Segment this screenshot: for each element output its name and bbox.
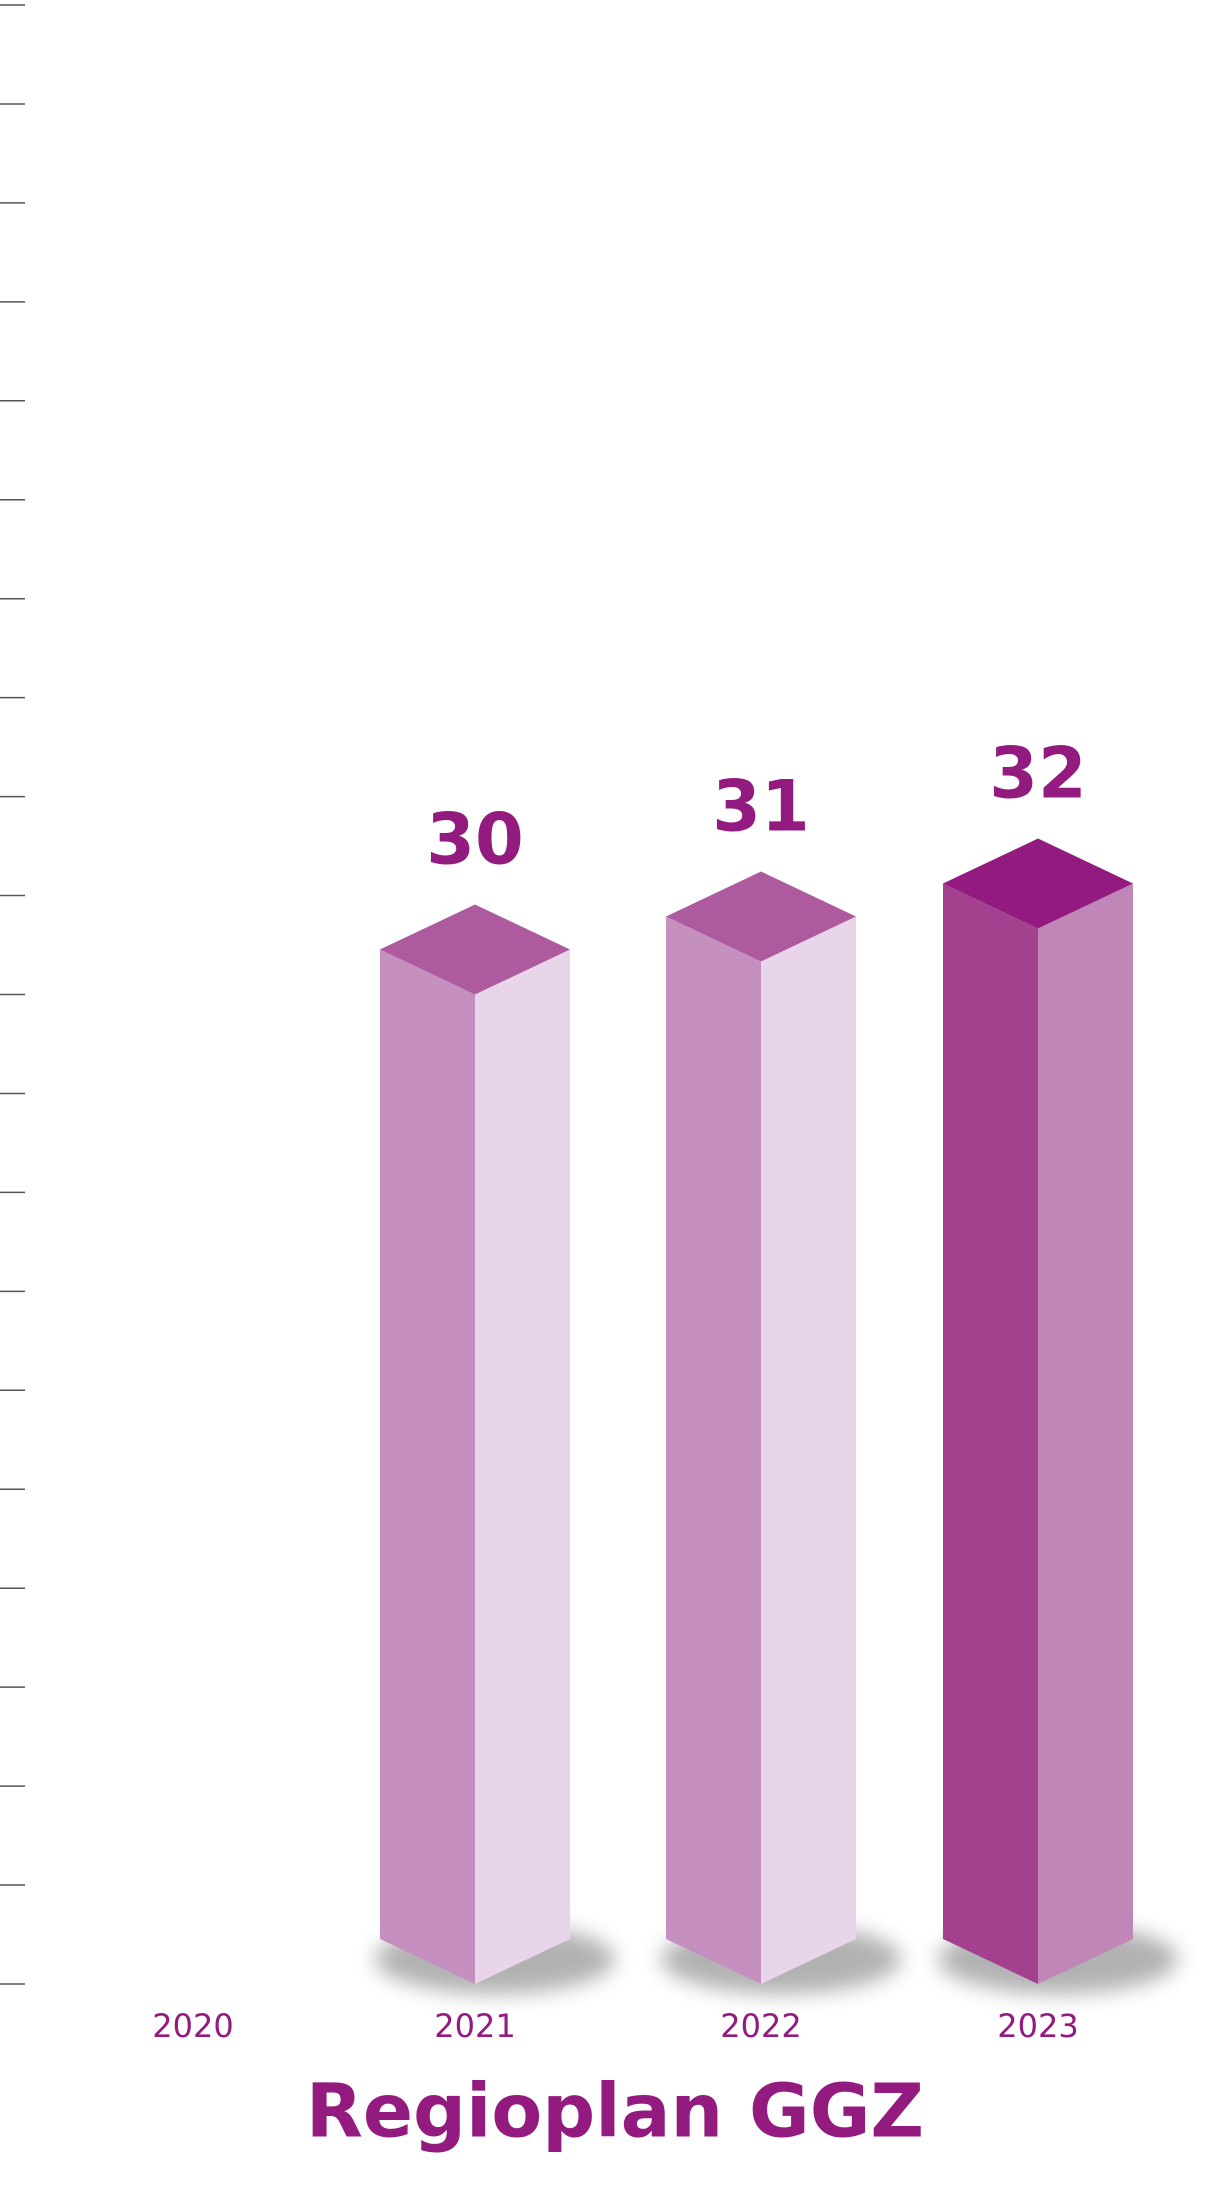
bar-left-face	[943, 883, 1038, 1984]
bar-top-face	[666, 871, 856, 962]
bar	[943, 838, 1133, 1984]
value-label: 32	[989, 733, 1086, 815]
bar-top-face	[943, 838, 1133, 929]
bar-left-face	[666, 916, 761, 1985]
chart-title: Regioplan GGZ	[306, 2069, 924, 2155]
x-tick-label: 2023	[997, 2007, 1078, 2045]
bar	[380, 904, 570, 1984]
bar-right-face	[1038, 883, 1133, 1984]
x-tick-label: 2020	[152, 2007, 233, 2045]
bar-top-face	[380, 904, 570, 995]
bar	[666, 871, 856, 1985]
bar-left-face	[380, 949, 475, 1984]
x-tick-label: 2021	[434, 2007, 515, 2045]
value-label: 31	[712, 766, 809, 848]
value-label: 30	[426, 799, 523, 881]
x-tick-label: 2022	[720, 2007, 801, 2045]
bar-right-face	[761, 916, 856, 1985]
bar-right-face	[475, 949, 570, 1984]
